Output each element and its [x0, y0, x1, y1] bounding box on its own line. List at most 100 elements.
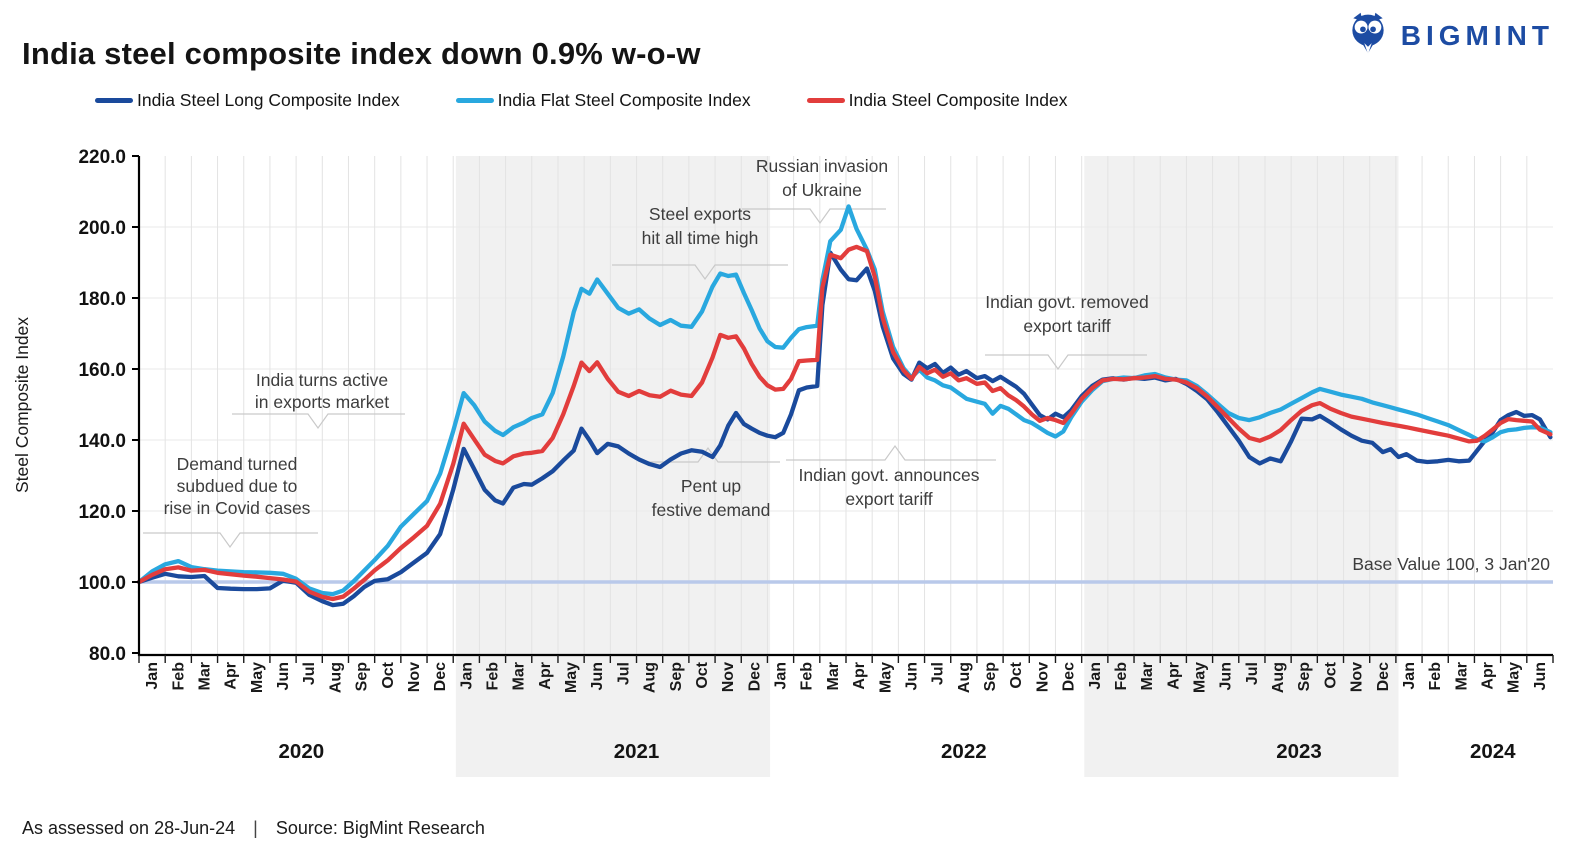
x-axis-month-label: Oct	[1322, 661, 1339, 688]
x-axis-month-label: Mar	[1453, 662, 1470, 690]
year-band	[455, 156, 771, 777]
x-axis-month-label: Aug	[327, 662, 344, 693]
x-axis-month-label: Jun	[903, 662, 920, 690]
x-axis-month-label: May	[249, 662, 266, 693]
assessed-date: As assessed on 28-Jun-24	[22, 818, 236, 838]
annotation-callout-exports-high	[612, 264, 788, 281]
page-title: India steel composite index down 0.9% w-…	[22, 36, 701, 71]
brand-logo: BIGMINT	[1345, 10, 1554, 61]
x-axis-month-label: Aug	[642, 662, 659, 693]
footer-separator: |	[253, 818, 258, 838]
x-axis-month-label: Dec	[432, 662, 449, 691]
annotation-text-removed: Indian govt. removed	[985, 292, 1148, 312]
y-axis-tick-label: 200.0	[78, 218, 126, 239]
series-line-india-steel-composite-index	[136, 244, 1553, 602]
legend-label: India Steel Long Composite Index	[137, 90, 400, 110]
series-line-india-steel-long-composite-index	[136, 250, 1553, 608]
annotation-text-exports: India turns active	[256, 370, 388, 390]
x-axis-month-label: Feb	[485, 662, 502, 691]
annotation-text-exports-high: hit all time high	[642, 228, 759, 248]
y-axis-title: Steel Composite Index	[12, 317, 32, 493]
y-axis-tick-label: 160.0	[78, 360, 126, 381]
x-axis-year-label: 2020	[279, 740, 325, 763]
y-axis-tick-label: 140.0	[78, 431, 126, 452]
y-axis-tick-label: 80.0	[89, 644, 126, 665]
x-axis-month-label: Jun	[1218, 662, 1235, 690]
x-axis-month-label: Jun	[275, 662, 292, 690]
x-axis-month-label: Jun	[589, 662, 606, 690]
annotation-text-covid: rise in Covid cases	[164, 498, 311, 518]
x-axis-month-label: Feb	[1427, 662, 1444, 691]
annotation-text-covid: Demand turned	[177, 454, 298, 474]
annotation-callout-covid	[143, 532, 318, 549]
x-axis-year-label: 2023	[1276, 740, 1322, 763]
annotation-callout-removed	[985, 354, 1147, 371]
legend-item-1: India Flat Steel Composite Index	[455, 90, 751, 111]
x-axis-month-label: Oct	[694, 661, 711, 688]
y-axis-tick-label: 220.0	[78, 147, 126, 168]
legend-swatch	[806, 98, 845, 103]
owl-icon	[1345, 10, 1391, 61]
x-axis-month-label: Jul	[615, 662, 632, 685]
x-axis-month-label: Aug	[1270, 662, 1287, 693]
x-axis-month-label: Sep	[1296, 662, 1313, 692]
x-axis-month-label: Mar	[511, 662, 528, 690]
x-axis-month-label: May	[1506, 662, 1523, 693]
annotation-text-ukraine: Russian invasion	[756, 156, 888, 176]
x-axis-month-label: Nov	[720, 662, 737, 692]
annotation-text-announce: export tariff	[845, 489, 932, 509]
annotation-callout-festive	[646, 446, 780, 463]
footer-note: As assessed on 28-Jun-24 | Source: BigMint…	[22, 818, 485, 839]
x-axis-month-label: Apr	[851, 662, 868, 690]
annotation-text-covid: subdued due to	[177, 476, 298, 496]
x-axis-month-label: Sep	[668, 662, 685, 692]
legend-label: India Steel Composite Index	[848, 90, 1068, 110]
legend-label: India Flat Steel Composite Index	[497, 90, 751, 110]
x-axis-month-label: Apr	[223, 662, 240, 690]
x-axis-month-label: Aug	[956, 662, 973, 693]
annotation-text-festive: festive demand	[652, 500, 771, 520]
x-axis-month-label: Nov	[1034, 662, 1051, 692]
x-axis-month-label: Jun	[1532, 662, 1549, 690]
annotation-callout-announce	[786, 444, 996, 461]
annotation-text-exports-high: Steel exports	[649, 204, 751, 224]
x-axis-month-label: Oct	[1008, 661, 1025, 688]
x-axis-year-label: 2022	[941, 740, 987, 763]
x-axis-month-label: Jan	[773, 662, 790, 690]
x-axis-month-label: Nov	[406, 662, 423, 692]
x-axis-month-label: Jul	[301, 662, 318, 685]
annotation-text-exports: in exports market	[255, 392, 389, 412]
x-axis-month-label: Apr	[537, 662, 554, 690]
x-axis-month-label: Jan	[458, 662, 475, 690]
annotation-text-announce: Indian govt. announces	[799, 465, 980, 485]
x-axis-month-label: Jan	[1087, 662, 1104, 690]
legend-swatch	[455, 98, 494, 103]
x-axis-month-label: Oct	[380, 661, 397, 688]
annotation-text-ukraine: of Ukraine	[782, 180, 862, 200]
legend-item-0: India Steel Long Composite Index	[95, 90, 400, 111]
x-axis-month-label: Jan	[144, 662, 161, 690]
x-axis-month-label: Dec	[1375, 662, 1392, 691]
x-axis-month-label: May	[1192, 662, 1209, 693]
x-axis-month-label: Jul	[930, 662, 947, 685]
x-axis-month-label: Apr	[1480, 662, 1497, 690]
year-band	[1084, 156, 1399, 777]
annotation-text-removed: export tariff	[1023, 316, 1110, 336]
legend-item-2: India Steel Composite Index	[806, 90, 1068, 111]
x-axis-month-label: Sep	[982, 662, 999, 692]
annotation-callout-exports	[232, 413, 405, 430]
x-axis-month-label: Jan	[1401, 662, 1418, 690]
x-axis-month-label: Feb	[799, 662, 816, 691]
x-axis-month-label: May	[563, 662, 580, 693]
x-axis-month-label: Apr	[1165, 662, 1182, 690]
x-axis-month-label: Mar	[1139, 662, 1156, 690]
chart-legend: India Steel Long Composite Index India Fl…	[95, 90, 1067, 111]
x-axis-month-label: Sep	[354, 662, 371, 692]
x-axis-year-label: 2021	[614, 740, 660, 763]
x-axis-year-label: 2024	[1470, 740, 1516, 763]
y-axis-tick-label: 100.0	[78, 573, 126, 594]
x-axis-month-label: May	[877, 662, 894, 693]
legend-swatch	[95, 98, 133, 103]
